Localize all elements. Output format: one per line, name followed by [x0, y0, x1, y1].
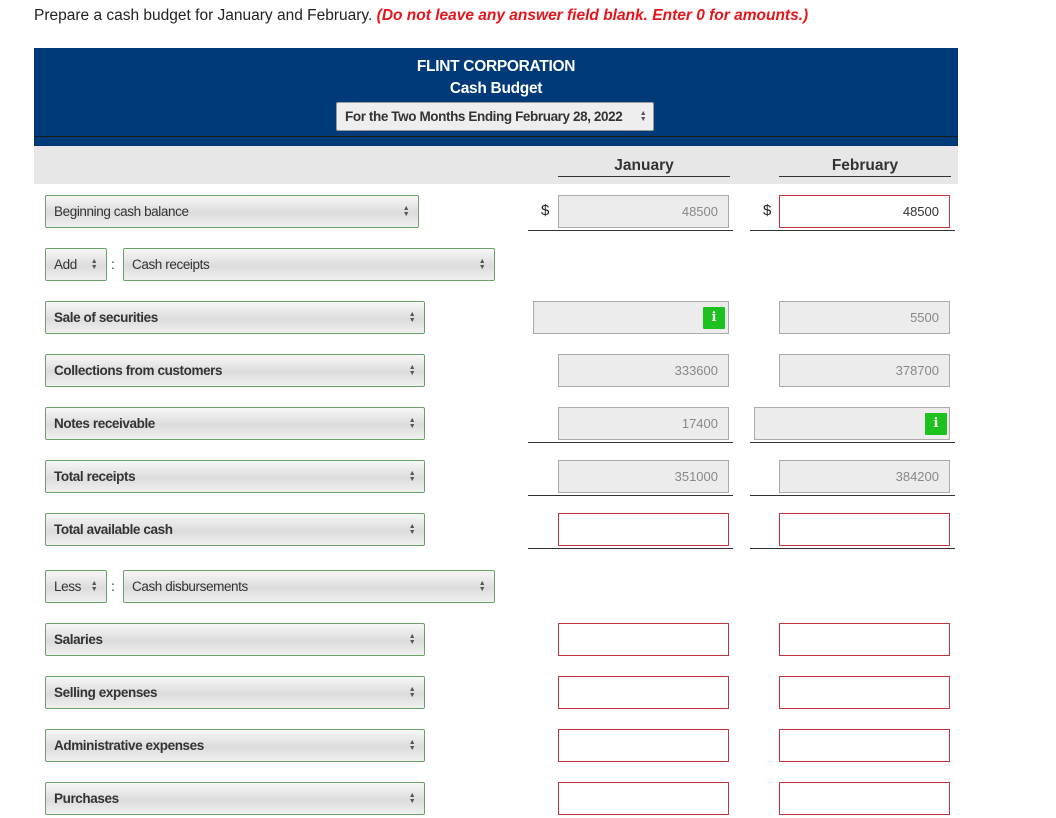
selling-expenses-label: Selling expenses [54, 685, 158, 700]
administrative-expenses-february-input[interactable] [779, 729, 950, 762]
notes-receivable-february-input[interactable] [754, 407, 950, 440]
up-down-arrows-icon: ▲ ▼ [478, 580, 486, 593]
collections-january-input[interactable]: 333600 [558, 354, 729, 387]
purchases-label: Purchases [54, 791, 119, 806]
column-header-bar: January February [34, 146, 958, 184]
total-available-cash-february-input[interactable] [779, 513, 950, 546]
period-select[interactable]: For the Two Months Ending February 28, 2… [336, 102, 654, 131]
row-underline [528, 548, 733, 549]
budget-header: FLINT CORPORATION Cash Budget For the Tw… [34, 48, 958, 146]
selling-expenses-february-input[interactable] [779, 676, 950, 709]
collections-label: Collections from customers [54, 363, 223, 378]
cash-receipts-label: Cash receipts [132, 257, 210, 272]
row-underline [750, 548, 955, 549]
notes-receivable-january-input[interactable]: 17400 [558, 407, 729, 440]
up-down-arrows-icon: ▲ ▼ [408, 523, 416, 536]
column-header-january: January [614, 157, 674, 174]
dollar-sign: $ [541, 202, 550, 219]
up-down-arrows-icon: ▲ ▼ [408, 686, 416, 699]
purchases-select[interactable]: Purchases ▲ ▼ [45, 782, 425, 815]
cash-disbursements-label: Cash disbursements [132, 579, 248, 594]
up-down-arrows-icon: ▲ ▼ [90, 258, 98, 271]
row-underline [528, 442, 733, 443]
row-underline [750, 230, 955, 231]
less-operator-label: Less [54, 579, 81, 594]
statement-title: Cash Budget [449, 80, 543, 97]
salaries-january-input[interactable] [558, 623, 729, 656]
row-underline [528, 230, 733, 231]
colon-separator: : [111, 578, 115, 594]
up-down-arrows-icon: ▲ ▼ [478, 258, 486, 271]
collections-select[interactable]: Collections from customers ▲ ▼ [45, 354, 425, 387]
column-header-february: February [831, 157, 899, 174]
salaries-february-input[interactable] [779, 623, 950, 656]
up-down-arrows-icon: ▲ ▼ [90, 580, 98, 593]
beginning-balance-february-input[interactable]: 48500 [779, 195, 950, 228]
dollar-sign: $ [763, 202, 772, 219]
up-down-arrows-icon: ▲ ▼ [402, 205, 410, 218]
administrative-expenses-label: Administrative expenses [54, 738, 204, 753]
header-rule [34, 136, 958, 137]
up-down-arrows-icon: ▲ ▼ [408, 417, 416, 430]
total-available-cash-select[interactable]: Total available cash ▲ ▼ [45, 513, 425, 546]
beginning-balance-select[interactable]: Beginning cash balance ▲ ▼ [45, 195, 419, 228]
february-header-underline [779, 176, 951, 177]
up-down-arrows-icon: ▲ ▼ [408, 739, 416, 752]
total-receipts-january-input[interactable]: 351000 [558, 460, 729, 493]
january-header-underline [558, 176, 730, 177]
notes-receivable-label: Notes receivable [54, 416, 155, 431]
colon-separator: : [111, 256, 115, 272]
notes-receivable-select[interactable]: Notes receivable ▲ ▼ [45, 407, 425, 440]
instruction-note: (Do not leave any answer field blank. En… [376, 7, 809, 24]
sale-of-securities-february-input[interactable]: 5500 [779, 301, 950, 334]
company-name: FLINT CORPORATION [416, 58, 576, 75]
salaries-label: Salaries [54, 632, 103, 647]
instruction-text: Prepare a cash budget for January and Fe… [34, 7, 373, 24]
selling-expenses-january-input[interactable] [558, 676, 729, 709]
info-icon[interactable]: i [703, 307, 725, 329]
less-operator-select[interactable]: Less ▲ ▼ [45, 570, 107, 603]
up-down-arrows-icon: ▲ ▼ [408, 311, 416, 324]
salaries-select[interactable]: Salaries ▲ ▼ [45, 623, 425, 656]
total-available-cash-january-input[interactable] [558, 513, 729, 546]
selling-expenses-select[interactable]: Selling expenses ▲ ▼ [45, 676, 425, 709]
beginning-balance-january-input[interactable]: 48500 [558, 195, 729, 228]
total-receipts-label: Total receipts [54, 469, 136, 484]
add-operator-label: Add [54, 257, 77, 272]
beginning-balance-label: Beginning cash balance [54, 204, 189, 219]
administrative-expenses-january-input[interactable] [558, 729, 729, 762]
administrative-expenses-select[interactable]: Administrative expenses ▲ ▼ [45, 729, 425, 762]
sale-of-securities-january-input[interactable] [533, 301, 729, 334]
up-down-arrows-icon: ▲ ▼ [408, 633, 416, 646]
collections-february-input[interactable]: 378700 [779, 354, 950, 387]
row-underline [528, 495, 733, 496]
info-icon[interactable]: i [925, 413, 947, 435]
total-receipts-select[interactable]: Total receipts ▲ ▼ [45, 460, 425, 493]
up-down-arrows-icon: ▲ ▼ [639, 110, 647, 123]
total-receipts-february-input[interactable]: 384200 [779, 460, 950, 493]
cash-receipts-select[interactable]: Cash receipts ▲ ▼ [123, 248, 495, 281]
up-down-arrows-icon: ▲ ▼ [408, 792, 416, 805]
instruction: Prepare a cash budget for January and Fe… [34, 7, 808, 25]
cash-disbursements-select[interactable]: Cash disbursements ▲ ▼ [123, 570, 495, 603]
up-down-arrows-icon: ▲ ▼ [408, 364, 416, 377]
total-available-cash-label: Total available cash [54, 522, 173, 537]
row-underline [750, 495, 955, 496]
row-underline [750, 442, 955, 443]
add-operator-select[interactable]: Add ▲ ▼ [45, 248, 107, 281]
up-down-arrows-icon: ▲ ▼ [408, 470, 416, 483]
sale-of-securities-label: Sale of securities [54, 310, 158, 325]
purchases-january-input[interactable] [558, 782, 729, 815]
sale-of-securities-select[interactable]: Sale of securities ▲ ▼ [45, 301, 425, 334]
period-select-value: For the Two Months Ending February 28, 2… [345, 109, 623, 124]
purchases-february-input[interactable] [779, 782, 950, 815]
